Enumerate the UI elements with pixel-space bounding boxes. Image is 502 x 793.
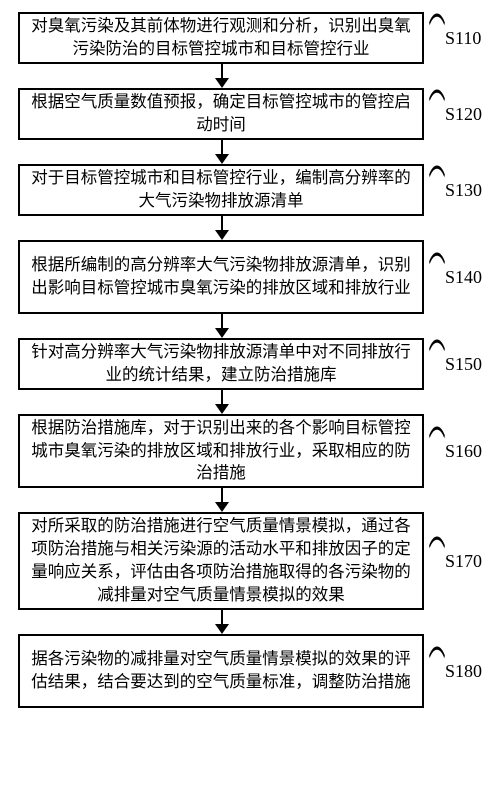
step-box-s180: 据各污染物的减排量对空气质量情景模拟的效果的评估结果，结合要达到的空气质量标准，… <box>18 634 424 708</box>
step-connector: ⌒ S120 <box>422 99 482 129</box>
arrow-down-icon <box>0 140 455 164</box>
arrow-down-icon <box>0 314 455 338</box>
bracket-icon: ⌒ <box>429 255 446 300</box>
flowchart-container: 对臭氧污染及其前体物进行观测和分析，识别出臭氧污染防治的目标管控城市和目标管控行… <box>18 12 484 708</box>
bracket-icon: ⌒ <box>429 429 446 474</box>
step-label: S170 <box>445 551 482 572</box>
step-row-s150: 针对高分辨率大气污染物排放源清单中对不同排放行业的统计结果，建立防治措施库 ⌒ … <box>18 338 484 390</box>
step-connector: ⌒ S170 <box>422 546 482 576</box>
step-label: S110 <box>445 28 481 49</box>
bracket-icon: ⌒ <box>429 539 446 584</box>
step-label: S150 <box>445 354 482 375</box>
step-text: 根据防治措施库，对于识别出来的各个影响目标管控城市臭氧污染的排放区域和排放行业，… <box>30 417 412 485</box>
step-connector: ⌒ S130 <box>422 175 482 205</box>
step-connector: ⌒ S180 <box>422 656 482 686</box>
step-label: S130 <box>445 180 482 201</box>
step-box-s140: 根据所编制的高分辨率大气污染物排放源清单，识别出影响目标管控城市臭氧污染的排放区… <box>18 240 424 314</box>
step-row-s130: 对于目标管控城市和目标管控行业，编制高分辨率的大气污染物排放源清单 ⌒ S130 <box>18 164 484 216</box>
step-row-s140: 根据所编制的高分辨率大气污染物排放源清单，识别出影响目标管控城市臭氧污染的排放区… <box>18 240 484 314</box>
arrow-down-icon <box>0 610 455 634</box>
step-text: 对臭氧污染及其前体物进行观测和分析，识别出臭氧污染防治的目标管控城市和目标管控行… <box>30 15 412 61</box>
arrow-down-icon <box>0 488 455 512</box>
step-connector: ⌒ S150 <box>422 349 482 379</box>
step-box-s130: 对于目标管控城市和目标管控行业，编制高分辨率的大气污染物排放源清单 <box>18 164 424 216</box>
arrow-down-icon <box>0 64 455 88</box>
step-label: S140 <box>445 267 482 288</box>
step-box-s150: 针对高分辨率大气污染物排放源清单中对不同排放行业的统计结果，建立防治措施库 <box>18 338 424 390</box>
step-connector: ⌒ S160 <box>422 436 482 466</box>
step-row-s160: 根据防治措施库，对于识别出来的各个影响目标管控城市臭氧污染的排放区域和排放行业，… <box>18 414 484 488</box>
bracket-icon: ⌒ <box>429 92 446 137</box>
step-label: S120 <box>445 104 482 125</box>
step-text: 根据空气质量数值预报，确定目标管控城市的管控启动时间 <box>30 91 412 137</box>
step-text: 针对高分辨率大气污染物排放源清单中对不同排放行业的统计结果，建立防治措施库 <box>30 341 412 387</box>
bracket-icon: ⌒ <box>429 649 446 694</box>
step-connector: ⌒ S110 <box>422 23 481 53</box>
arrow-down-icon <box>0 216 455 240</box>
step-label: S180 <box>445 661 482 682</box>
step-row-s110: 对臭氧污染及其前体物进行观测和分析，识别出臭氧污染防治的目标管控城市和目标管控行… <box>18 12 484 64</box>
step-connector: ⌒ S140 <box>422 262 482 292</box>
step-text: 对于目标管控城市和目标管控行业，编制高分辨率的大气污染物排放源清单 <box>30 167 412 213</box>
step-row-s120: 根据空气质量数值预报，确定目标管控城市的管控启动时间 ⌒ S120 <box>18 88 484 140</box>
arrow-down-icon <box>0 390 455 414</box>
bracket-icon: ⌒ <box>429 168 446 213</box>
step-row-s180: 据各污染物的减排量对空气质量情景模拟的效果的评估结果，结合要达到的空气质量标准，… <box>18 634 484 708</box>
bracket-icon: ⌒ <box>429 16 446 61</box>
step-box-s160: 根据防治措施库，对于识别出来的各个影响目标管控城市臭氧污染的排放区域和排放行业，… <box>18 414 424 488</box>
step-text: 根据所编制的高分辨率大气污染物排放源清单，识别出影响目标管控城市臭氧污染的排放区… <box>30 254 412 300</box>
step-box-s120: 根据空气质量数值预报，确定目标管控城市的管控启动时间 <box>18 88 424 140</box>
step-box-s170: 对所采取的防治措施进行空气质量情景模拟，通过各项防治措施与相关污染源的活动水平和… <box>18 512 424 610</box>
bracket-icon: ⌒ <box>429 342 446 387</box>
step-text: 对所采取的防治措施进行空气质量情景模拟，通过各项防治措施与相关污染源的活动水平和… <box>30 515 412 606</box>
step-text: 据各污染物的减排量对空气质量情景模拟的效果的评估结果，结合要达到的空气质量标准，… <box>30 648 412 694</box>
step-row-s170: 对所采取的防治措施进行空气质量情景模拟，通过各项防治措施与相关污染源的活动水平和… <box>18 512 484 610</box>
step-label: S160 <box>445 441 482 462</box>
step-box-s110: 对臭氧污染及其前体物进行观测和分析，识别出臭氧污染防治的目标管控城市和目标管控行… <box>18 12 424 64</box>
